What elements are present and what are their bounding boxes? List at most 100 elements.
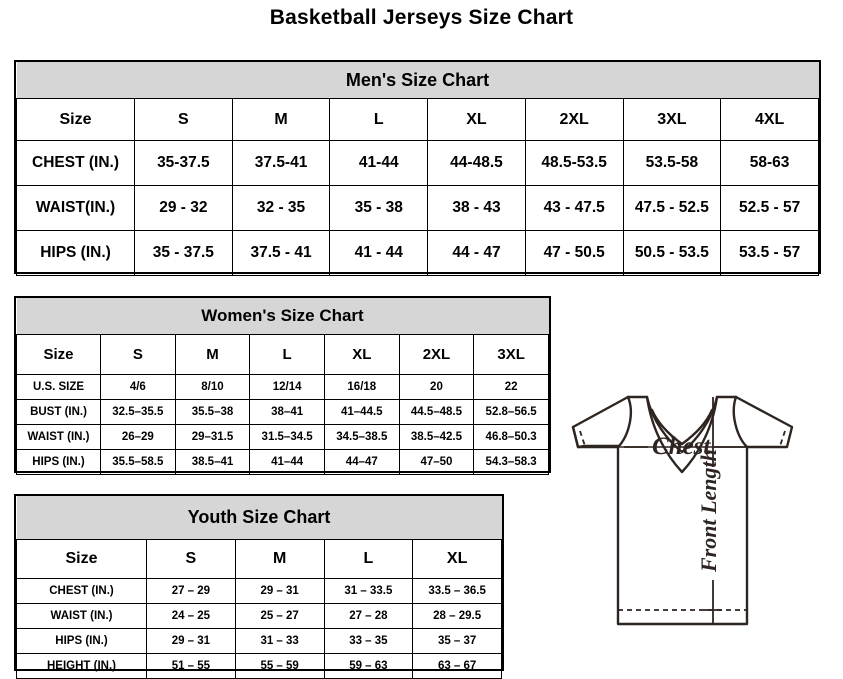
youth-row-label: WAIST (IN.) — [16, 603, 147, 629]
mens-cell: 35 - 37.5 — [134, 230, 233, 276]
womens-size-table: Women's Size Chart Size S M L XL 2XL 3XL… — [16, 298, 549, 475]
table-row: HEIGHT (IN.) 51 – 55 55 – 59 59 – 63 63 … — [16, 653, 502, 679]
mens-cell: 52.5 - 57 — [720, 185, 819, 231]
womens-cell: 26–29 — [100, 424, 176, 450]
mens-cell: 47 - 50.5 — [524, 230, 624, 276]
youth-size-chart: Youth Size Chart Size S M L XL CHEST (IN… — [14, 494, 504, 679]
youth-cell: 29 – 31 — [146, 628, 236, 654]
mens-header-cell: S — [134, 98, 233, 141]
mens-row-label: WAIST(IN.) — [16, 185, 135, 231]
youth-cell: 33.5 – 36.5 — [412, 578, 502, 604]
womens-cell: 38.5–41 — [174, 449, 251, 475]
womens-row-label: U.S. SIZE — [16, 374, 101, 400]
womens-cell: 46.8–50.3 — [473, 424, 549, 450]
left-cuff-dash — [579, 430, 586, 447]
womens-band-title: Women's Size Chart — [16, 298, 549, 335]
womens-cell: 16/18 — [323, 374, 400, 400]
table-row: HIPS (IN.) 35 - 37.5 37.5 - 41 41 - 44 4… — [16, 230, 819, 276]
womens-header-cell: 2XL — [398, 334, 475, 375]
youth-cell: 29 – 31 — [234, 578, 325, 604]
mens-header-row: Size S M L XL 2XL 3XL 4XL — [16, 98, 819, 141]
table-row: BUST (IN.) 32.5–35.5 35.5–38 38–41 41–44… — [16, 399, 549, 425]
mens-header-cell: 2XL — [524, 98, 624, 141]
mens-cell: 50.5 - 53.5 — [622, 230, 722, 276]
womens-row-label: HIPS (IN.) — [16, 449, 101, 475]
womens-row-label: BUST (IN.) — [16, 399, 101, 425]
womens-cell: 41–44.5 — [323, 399, 400, 425]
mens-size-chart: Men's Size Chart Size S M L XL 2XL 3XL 4… — [14, 60, 821, 276]
womens-cell: 38–41 — [249, 399, 325, 425]
mens-header-cell: L — [329, 98, 429, 141]
youth-cell: 63 – 67 — [412, 653, 502, 679]
right-cuff-dash — [779, 430, 786, 447]
womens-header-row: Size S M L XL 2XL 3XL — [16, 334, 549, 375]
youth-cell: 31 – 33.5 — [323, 578, 414, 604]
mens-cell: 43 - 47.5 — [524, 185, 624, 231]
mens-cell: 44-48.5 — [427, 140, 526, 186]
mens-cell: 35 - 38 — [329, 185, 429, 231]
table-row: U.S. SIZE 4/6 8/10 12/14 16/18 20 22 — [16, 374, 549, 400]
mens-header-cell: 3XL — [622, 98, 722, 141]
womens-cell: 38.5–42.5 — [398, 424, 475, 450]
left-sleeve-outline — [571, 395, 630, 449]
womens-header-cell: Size — [16, 334, 101, 375]
table-row: WAIST (IN.) 24 – 25 25 – 27 27 – 28 28 –… — [16, 603, 502, 629]
womens-cell: 41–44 — [249, 449, 325, 475]
womens-size-chart: Women's Size Chart Size S M L XL 2XL 3XL… — [14, 296, 551, 475]
page-title: Basketball Jerseys Size Chart — [269, 6, 574, 29]
mens-cell: 41 - 44 — [329, 230, 429, 276]
mens-cell: 41-44 — [329, 140, 429, 186]
womens-header-cell: S — [100, 334, 176, 375]
womens-cell: 44–47 — [323, 449, 400, 475]
mens-size-table: Men's Size Chart Size S M L XL 2XL 3XL 4… — [16, 62, 819, 276]
mens-cell: 44 - 47 — [427, 230, 526, 276]
youth-cell: 27 – 28 — [323, 603, 414, 629]
mens-cell: 47.5 - 52.5 — [622, 185, 722, 231]
mens-cell: 29 - 32 — [134, 185, 233, 231]
womens-header-cell: XL — [323, 334, 400, 375]
womens-cell: 22 — [473, 374, 549, 400]
womens-cell: 54.3–58.3 — [473, 449, 549, 475]
youth-row-label: HEIGHT (IN.) — [16, 653, 147, 679]
mens-row-label: CHEST (IN.) — [16, 140, 135, 186]
womens-cell: 52.8–56.5 — [473, 399, 549, 425]
youth-size-table: Youth Size Chart Size S M L XL CHEST (IN… — [16, 496, 502, 679]
mens-header-cell: XL — [427, 98, 526, 141]
womens-cell: 47–50 — [398, 449, 475, 475]
chest-label: Chest — [652, 433, 711, 460]
mens-header-cell: M — [231, 98, 331, 141]
table-row: CHEST (IN.) 27 – 29 29 – 31 31 – 33.5 33… — [16, 578, 502, 604]
youth-cell: 59 – 63 — [323, 653, 414, 679]
youth-cell: 35 – 37 — [412, 628, 502, 654]
mens-cell: 53.5 - 57 — [720, 230, 819, 276]
womens-cell: 31.5–34.5 — [249, 424, 325, 450]
youth-cell: 25 – 27 — [234, 603, 325, 629]
front-length-label: Front Length — [696, 449, 721, 573]
womens-row-label: WAIST (IN.) — [16, 424, 101, 450]
mens-band-row: Men's Size Chart — [16, 62, 819, 99]
mens-row-label: HIPS (IN.) — [16, 230, 135, 276]
youth-cell: 33 – 35 — [323, 628, 414, 654]
womens-band-row: Women's Size Chart — [16, 298, 549, 335]
table-row: WAIST(IN.) 29 - 32 32 - 35 35 - 38 38 - … — [16, 185, 819, 231]
mens-header-cell: Size — [16, 98, 135, 141]
womens-cell: 8/10 — [174, 374, 251, 400]
mens-cell: 38 - 43 — [427, 185, 526, 231]
mens-band-title: Men's Size Chart — [16, 62, 819, 99]
youth-cell: 55 – 59 — [234, 653, 325, 679]
youth-cell: 24 – 25 — [146, 603, 236, 629]
womens-cell: 20 — [398, 374, 475, 400]
youth-header-row: Size S M L XL — [16, 539, 502, 579]
womens-header-cell: L — [249, 334, 325, 375]
womens-cell: 12/14 — [249, 374, 325, 400]
youth-cell: 28 – 29.5 — [412, 603, 502, 629]
table-row: HIPS (IN.) 29 – 31 31 – 33 33 – 35 35 – … — [16, 628, 502, 654]
youth-header-cell: S — [146, 539, 236, 579]
mens-cell: 58-63 — [720, 140, 819, 186]
mens-cell: 37.5-41 — [231, 140, 331, 186]
womens-cell: 35.5–38 — [174, 399, 251, 425]
womens-cell: 4/6 — [100, 374, 176, 400]
youth-cell: 31 – 33 — [234, 628, 325, 654]
youth-row-label: HIPS (IN.) — [16, 628, 147, 654]
jersey-measurement-diagram: Chest Front Length — [540, 352, 840, 672]
